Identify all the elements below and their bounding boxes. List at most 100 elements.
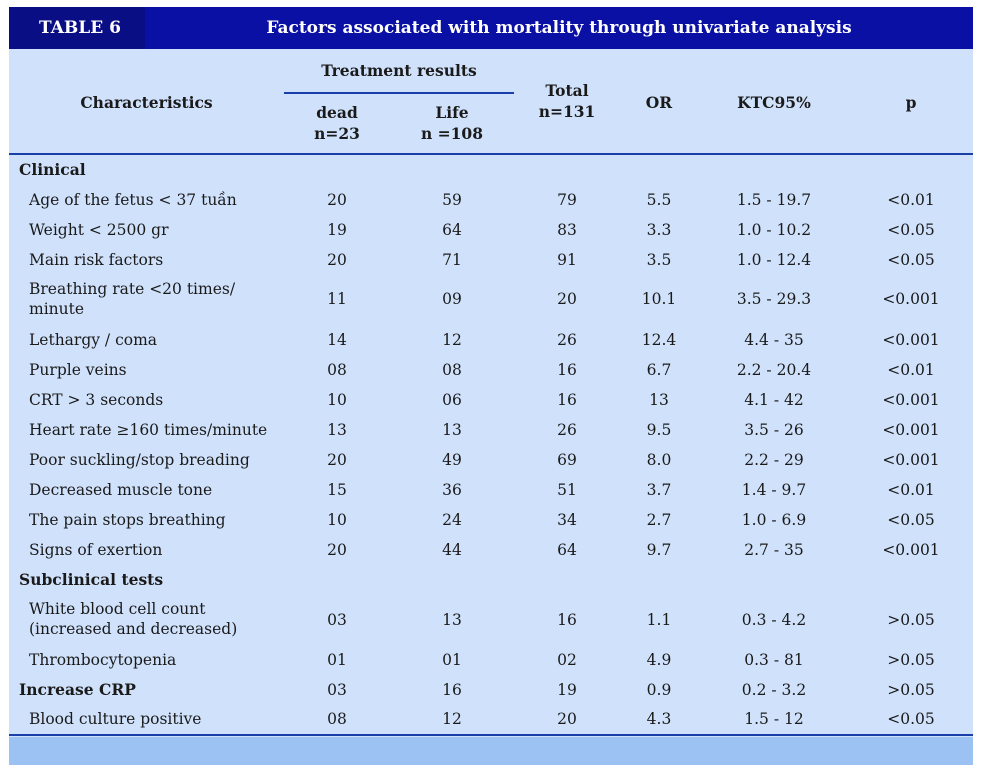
- cell-or: 13: [649, 391, 669, 409]
- cell-life: 44: [442, 541, 462, 559]
- cell-life: 12: [442, 331, 462, 349]
- cell-life: 12: [442, 710, 462, 728]
- cell-p: >0.05: [887, 651, 935, 669]
- header-p: p: [905, 93, 917, 112]
- cell-dead: 01: [327, 651, 347, 669]
- row-label: Poor suckling/stop breading: [29, 451, 250, 469]
- cell-p: >0.05: [887, 681, 935, 699]
- cell-ci: 2.7 - 35: [744, 541, 804, 559]
- cell-or: 1.1: [646, 611, 672, 629]
- cell-p: <0.001: [882, 391, 940, 409]
- table-bottom-rule: [9, 734, 973, 736]
- table-tag: TABLE 6: [9, 7, 145, 49]
- cell-p: <0.01: [887, 481, 935, 499]
- cell-ci: 1.4 - 9.7: [741, 481, 807, 499]
- row-label: Increase CRP: [19, 680, 136, 699]
- header-total-n: n=131: [538, 102, 596, 121]
- row-label-line2: minute: [29, 300, 85, 318]
- row-label: Weight < 2500 gr: [29, 221, 169, 239]
- cell-life: 64: [442, 221, 462, 239]
- cell-total: 91: [557, 251, 577, 269]
- cell-ci: 4.1 - 42: [744, 391, 804, 409]
- header-characteristics: Characteristics: [80, 93, 213, 112]
- cell-life: 16: [442, 681, 462, 699]
- cell-dead: 11: [327, 290, 347, 308]
- cell-total: 20: [557, 710, 577, 728]
- cell-dead: 19: [327, 221, 347, 239]
- cell-dead: 20: [327, 191, 347, 209]
- cell-dead: 20: [327, 451, 347, 469]
- cell-or: 10.1: [641, 290, 677, 308]
- cell-dead: 20: [327, 251, 347, 269]
- row-label: Purple veins: [29, 361, 127, 379]
- cell-ci: 1.0 - 6.9: [741, 511, 807, 529]
- cell-or: 12.4: [641, 331, 677, 349]
- header-bottom-rule: [9, 153, 973, 155]
- cell-life: 49: [442, 451, 462, 469]
- cell-dead: 03: [327, 681, 347, 699]
- cell-ci: 1.5 - 19.7: [736, 191, 812, 209]
- cell-dead: 20: [327, 541, 347, 559]
- cell-or: 5.5: [646, 191, 672, 209]
- header-treatment-results: Treatment results: [321, 61, 477, 80]
- cell-or: 3.7: [646, 481, 672, 499]
- cell-or: 3.5: [646, 251, 672, 269]
- row-label-line2: (increased and decreased): [29, 620, 238, 638]
- cell-dead: 13: [327, 421, 347, 439]
- header-dead-n: n=23: [314, 124, 360, 143]
- row-label: Heart rate ≥160 times/minute: [29, 421, 268, 439]
- cell-ci: 1.0 - 10.2: [736, 221, 812, 239]
- cell-total: 79: [557, 191, 577, 209]
- row-label: Lethargy / coma: [29, 331, 158, 349]
- cell-total: 19: [557, 681, 577, 699]
- cell-p: <0.001: [882, 451, 940, 469]
- cell-or: 9.5: [646, 421, 672, 439]
- row-label: Signs of exertion: [29, 541, 163, 559]
- row-label: Thrombocytopenia: [29, 651, 177, 669]
- table-6: TABLE 6 Factors associated with mortalit…: [9, 7, 973, 765]
- cell-ci: 3.5 - 26: [744, 421, 804, 439]
- cell-total: 20: [557, 290, 577, 308]
- cell-ci: 0.3 - 81: [744, 651, 804, 669]
- cell-or: 2.7: [646, 511, 672, 529]
- cell-or: 3.3: [646, 221, 672, 239]
- row-label: Breathing rate <20 times/ minute: [29, 279, 235, 319]
- row-label: Decreased muscle tone: [29, 481, 213, 499]
- section-clinical: Clinical: [19, 160, 86, 179]
- cell-ci: 3.5 - 29.3: [736, 290, 812, 308]
- section-subclinical: Subclinical tests: [19, 570, 164, 589]
- cell-p: <0.05: [887, 710, 935, 728]
- cell-total: 16: [557, 611, 577, 629]
- row-label: CRT > 3 seconds: [29, 391, 164, 409]
- cell-total: 26: [557, 331, 577, 349]
- cell-or: 6.7: [646, 361, 672, 379]
- cell-or: 4.9: [646, 651, 672, 669]
- cell-or: 0.9: [646, 681, 672, 699]
- cell-p: >0.05: [887, 611, 935, 629]
- header-ci: KTC95%: [737, 93, 811, 112]
- cell-total: 34: [557, 511, 577, 529]
- cell-dead: 03: [327, 611, 347, 629]
- row-label: White blood cell count (increased and de…: [29, 599, 237, 639]
- table-title: Factors associated with mortality throug…: [266, 18, 852, 38]
- row-label: Main risk factors: [29, 251, 164, 269]
- cell-dead: 14: [327, 331, 347, 349]
- cell-dead: 10: [327, 391, 347, 409]
- header-dead: dead n=23: [297, 102, 377, 144]
- row-label-line1: White blood cell count: [29, 600, 206, 618]
- row-label: Blood culture positive: [29, 710, 202, 728]
- cell-p: <0.001: [882, 290, 940, 308]
- cell-dead: 08: [327, 361, 347, 379]
- cell-or: 8.0: [646, 451, 672, 469]
- cell-ci: 1.0 - 12.4: [736, 251, 812, 269]
- cell-p: <0.01: [887, 191, 935, 209]
- cell-total: 83: [557, 221, 577, 239]
- cell-total: 64: [557, 541, 577, 559]
- row-label-line1: Breathing rate <20 times/: [29, 280, 236, 298]
- cell-ci: 2.2 - 20.4: [736, 361, 812, 379]
- cell-total: 16: [557, 391, 577, 409]
- cell-ci: 0.3 - 4.2: [741, 611, 807, 629]
- header-total: Total n=131: [527, 80, 607, 122]
- cell-p: <0.05: [887, 251, 935, 269]
- row-label: The pain stops breathing: [29, 511, 226, 529]
